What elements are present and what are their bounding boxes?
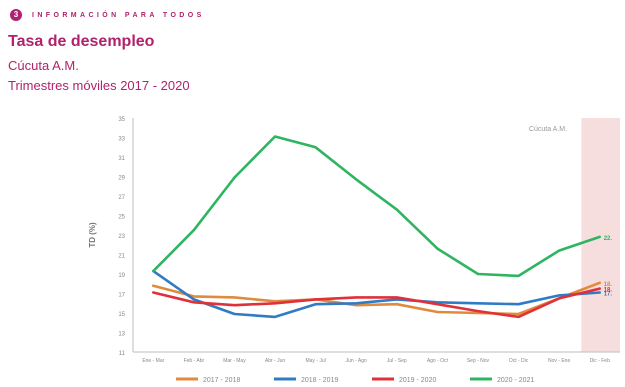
y-tick-label: 11: [119, 351, 126, 357]
series-line-0: [152, 281, 601, 316]
legend-label-0: 2017 - 2018: [203, 377, 240, 384]
page-title: Tasa de desempleo: [8, 33, 155, 50]
series-line-3: [152, 135, 601, 278]
section-banner-text: INFORMACIÓN PARA TODOS: [32, 11, 205, 19]
series-line-1: [152, 269, 601, 319]
y-tick-label: 31: [118, 156, 125, 162]
legend-label-3: 2020 - 2021: [497, 377, 534, 384]
y-tick-label: 17: [118, 293, 125, 299]
section-banner: 3 INFORMACIÓN PARA TODOS: [10, 8, 205, 22]
y-tick-label: 33: [118, 137, 125, 143]
x-tick-label: Oct - Dic: [509, 358, 529, 364]
x-tick-label: Ago - Oct: [427, 358, 449, 364]
x-tick-label: Nov - Ene: [548, 358, 570, 364]
x-tick-label: Ene - Mar: [142, 358, 164, 364]
x-tick-label: Jun - Ago: [346, 358, 367, 364]
x-tick-label: Jul - Sep: [387, 358, 407, 364]
period-label: Trimestres móviles 2017 - 2020: [8, 78, 190, 93]
legend-label-2: 2019 - 2020: [399, 377, 436, 384]
series-line-2: [152, 287, 601, 319]
y-tick-label: 27: [118, 195, 125, 201]
y-axis-label: TD (%): [88, 222, 97, 248]
page-subtitle: Cúcuta A.M.: [8, 58, 79, 73]
chart-annotation: Cúcuta A.M.: [529, 126, 567, 133]
section-number-badge: 3: [10, 9, 22, 21]
end-value-label: 18.: [604, 288, 613, 294]
legend-label-1: 2018 - 2019: [301, 377, 338, 384]
y-tick-label: 25: [118, 215, 125, 221]
x-tick-label: Sep - Nov: [467, 358, 490, 364]
x-tick-label: May - Jul: [305, 358, 325, 364]
y-tick-label: 23: [118, 234, 125, 240]
end-value-label: 17.: [604, 292, 613, 298]
y-tick-label: 29: [118, 176, 125, 182]
highlight-band: [581, 118, 620, 352]
end-value-label: 22.: [604, 236, 613, 242]
y-tick-label: 21: [118, 254, 125, 260]
x-tick-label: Dic - Feb: [590, 358, 611, 364]
y-tick-label: 13: [118, 332, 125, 338]
x-tick-label: Mar - May: [223, 358, 246, 364]
x-tick-label: Abr - Jun: [265, 358, 286, 364]
y-tick-label: 15: [118, 312, 125, 318]
y-tick-label: 19: [118, 273, 125, 279]
y-tick-label: 35: [118, 117, 125, 123]
x-tick-label: Feb - Abr: [184, 358, 205, 364]
end-value-label: 18.: [604, 282, 613, 288]
